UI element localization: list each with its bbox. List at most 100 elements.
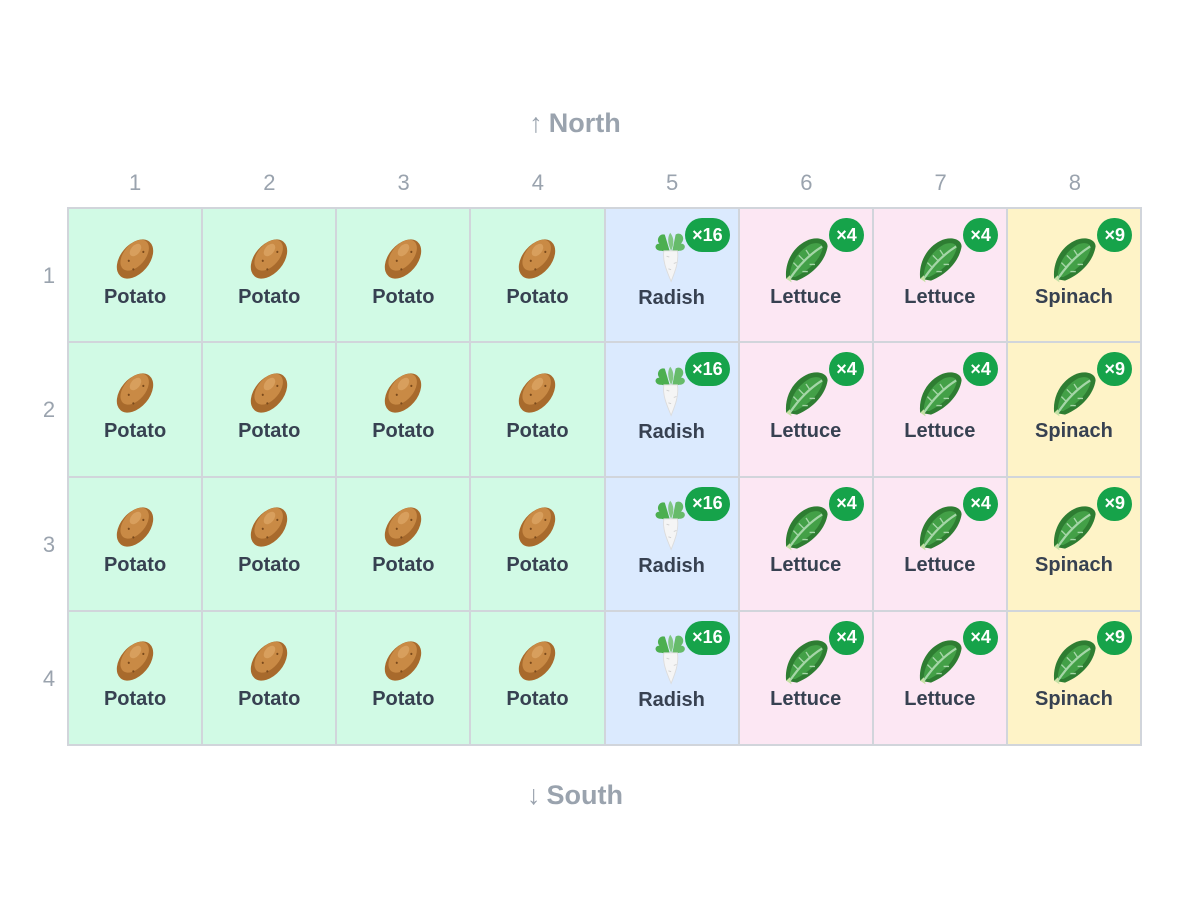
potato-icon (108, 634, 162, 688)
column-label-3: 3 (397, 170, 410, 195)
crop-label: Spinach (1035, 419, 1113, 442)
plot-cell[interactable]: Lettuce ×4 (739, 209, 872, 342)
plot-cell[interactable]: Spinach ×9 (1007, 209, 1140, 342)
crop-label: Potato (103, 688, 167, 711)
plant-count-badge: ×4 (829, 486, 864, 521)
plant-count-badge: ×16 (685, 620, 730, 655)
lettuce-icon (913, 232, 967, 286)
plot-cell[interactable]: Lettuce ×4 (739, 611, 872, 744)
plot-cell[interactable]: Potato (471, 343, 604, 476)
plot-cell[interactable]: Spinach ×9 (1007, 611, 1140, 744)
plant-count-badge: ×16 (685, 486, 730, 521)
crop-label: Potato (372, 285, 435, 308)
plot-cell[interactable]: Lettuce ×4 (873, 611, 1006, 744)
plot-cell[interactable]: Potato (203, 477, 336, 610)
plant-count-badge: ×4 (963, 352, 998, 387)
plant-count-badge: ×4 (829, 620, 864, 655)
plant-count-badge: ×16 (685, 352, 730, 387)
lettuce-icon (913, 366, 967, 420)
column-header: 1 2 3 4 5 6 7 8 (68, 170, 1142, 196)
garden-grid: Potato Potato Potato Potato Radish ×16 Lettuce… (67, 207, 1142, 746)
crop-label: Spinach (1035, 285, 1113, 308)
plot-cell[interactable]: Lettuce ×4 (873, 477, 1006, 610)
lettuce-icon (779, 634, 833, 688)
row-header: 1 2 3 4 (30, 209, 68, 746)
column-label-7: 7 (934, 170, 947, 195)
crop-label: Lettuce (770, 285, 842, 308)
crop-label: Radish (638, 420, 705, 443)
plant-count-badge: ×4 (963, 620, 998, 655)
crop-label: Potato (103, 285, 167, 308)
potato-icon (376, 500, 430, 554)
plot-cell[interactable]: Potato (203, 209, 336, 342)
potato-icon (510, 500, 564, 554)
crop-label: Radish (638, 555, 705, 578)
radish-icon (645, 231, 699, 285)
crop-label: Potato (103, 419, 167, 442)
potato-icon (242, 500, 296, 554)
radish-icon (645, 633, 699, 687)
column-label-4: 4 (531, 170, 544, 195)
potato-icon (376, 232, 430, 286)
column-label-5: 5 (666, 170, 679, 195)
crop-label: Potato (372, 688, 435, 711)
spinach-icon (1047, 232, 1101, 286)
lettuce-icon (779, 366, 833, 420)
plot-cell[interactable]: Spinach ×9 (1007, 343, 1140, 476)
plot-cell[interactable]: Potato (69, 477, 202, 610)
plot-cell[interactable]: Lettuce ×4 (873, 209, 1006, 342)
lettuce-icon (779, 232, 833, 286)
plot-cell[interactable]: Potato (337, 611, 470, 744)
plot-cell[interactable]: Potato (69, 611, 202, 744)
plot-cell[interactable]: Potato (471, 611, 604, 744)
crop-label: Spinach (1035, 554, 1113, 577)
south-arrow-icon: ↓ (527, 780, 541, 810)
crop-label: Lettuce (770, 554, 842, 577)
crop-label: Lettuce (904, 419, 976, 442)
plot-cell[interactable]: Radish ×16 (605, 209, 738, 342)
crop-label: Spinach (1035, 688, 1113, 711)
plant-count-badge: ×9 (1097, 620, 1132, 655)
potato-icon (510, 366, 564, 420)
potato-icon (108, 500, 162, 554)
plot-cell[interactable]: Lettuce ×4 (873, 343, 1006, 476)
plant-count-badge: ×9 (1097, 352, 1132, 387)
plot-cell[interactable]: Potato (203, 611, 336, 744)
plant-count-badge: ×4 (829, 218, 864, 252)
plant-count-badge: ×4 (963, 486, 998, 521)
plot-cell[interactable]: Potato (337, 477, 470, 610)
crop-label: Lettuce (904, 285, 976, 308)
plot-cell[interactable]: Radish ×16 (605, 611, 738, 744)
north-label: North (548, 108, 621, 138)
column-label-1: 1 (129, 170, 142, 195)
crop-label: Potato (238, 285, 301, 308)
potato-icon (376, 366, 430, 420)
plot-cell[interactable]: Potato (69, 343, 202, 476)
plant-count-badge: ×9 (1097, 486, 1132, 521)
plot-cell[interactable]: Potato (337, 209, 470, 342)
potato-icon (242, 634, 296, 688)
plot-cell[interactable]: Spinach ×9 (1007, 477, 1140, 610)
plot-cell[interactable]: Potato (69, 209, 202, 342)
crop-label: Potato (103, 554, 167, 577)
spinach-icon (1047, 500, 1101, 554)
plot-cell[interactable]: Lettuce ×4 (739, 477, 872, 610)
plot-cell[interactable]: Radish ×16 (605, 343, 738, 476)
plant-count-badge: ×4 (829, 352, 864, 387)
row-label-3: 3 (42, 531, 56, 557)
row-label-1: 1 (42, 263, 56, 289)
crop-label: Potato (506, 554, 569, 577)
plant-count-badge: ×4 (963, 218, 998, 252)
plot-cell[interactable]: Potato (471, 209, 604, 342)
plot-cell[interactable]: Potato (471, 477, 604, 610)
potato-icon (510, 634, 564, 688)
crop-label: Potato (238, 554, 301, 577)
column-label-8: 8 (1068, 170, 1081, 195)
south-label: South (546, 780, 623, 810)
plot-cell[interactable]: Potato (337, 343, 470, 476)
potato-icon (242, 366, 296, 420)
plot-cell[interactable]: Lettuce ×4 (739, 343, 872, 476)
plot-cell[interactable]: Radish ×16 (605, 477, 738, 610)
potato-icon (108, 232, 162, 286)
plot-cell[interactable]: Potato (203, 343, 336, 476)
